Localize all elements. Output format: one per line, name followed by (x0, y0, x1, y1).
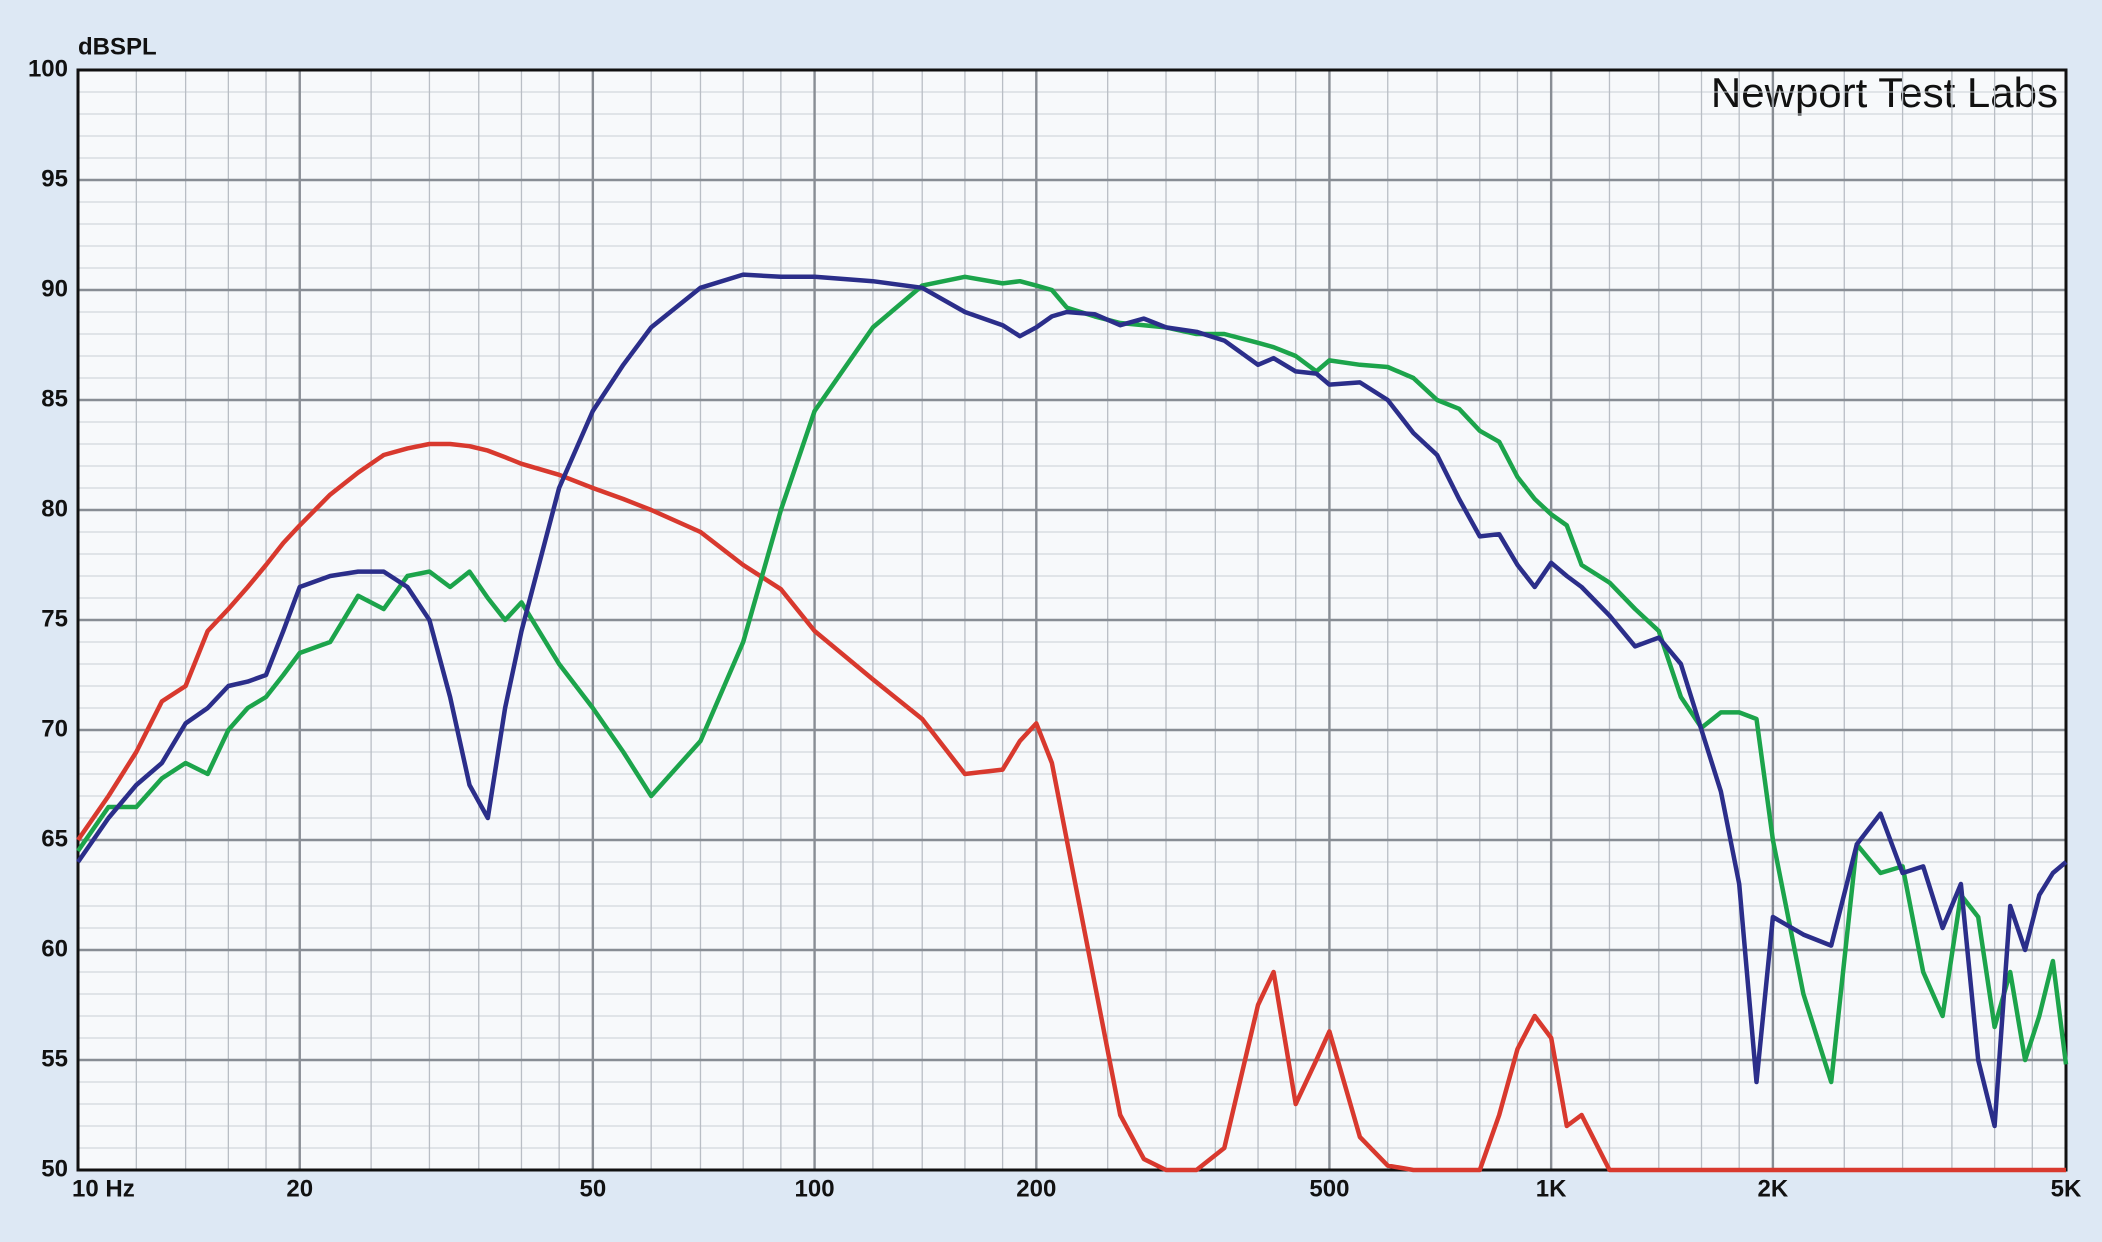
y-tick-label: 60 (41, 935, 68, 962)
y-tick-label: 65 (41, 825, 68, 852)
x-tick-label: 200 (1016, 1175, 1056, 1202)
x-tick-label: 500 (1309, 1175, 1349, 1202)
y-axis-label: dBSPL (78, 33, 157, 60)
x-tick-label: 100 (795, 1175, 835, 1202)
y-tick-label: 100 (28, 55, 68, 82)
y-tick-label: 75 (41, 605, 68, 632)
x-tick-label: 50 (579, 1175, 606, 1202)
series-line (76, 272, 2068, 1129)
y-tick-label: 50 (41, 1155, 68, 1182)
y-tick-label: 90 (41, 275, 68, 302)
y-tick-label: 80 (41, 495, 68, 522)
y-tick-label: 85 (41, 385, 68, 412)
x-tick-label: 10 Hz (72, 1175, 135, 1202)
x-tick-label: 2K (1758, 1175, 1789, 1202)
annotation: Newport Test Labs (1711, 69, 2058, 116)
x-tick-label: 5K (2051, 1175, 2082, 1202)
y-tick-label: 70 (41, 715, 68, 742)
x-tick-label: 20 (286, 1175, 313, 1202)
x-tick-label: 1K (1536, 1175, 1567, 1202)
series-line (76, 441, 2066, 1173)
grid (76, 68, 2068, 1172)
plot-frame (76, 68, 2068, 1172)
y-tick-label: 55 (41, 1045, 68, 1072)
y-tick-label: 95 (41, 165, 68, 192)
